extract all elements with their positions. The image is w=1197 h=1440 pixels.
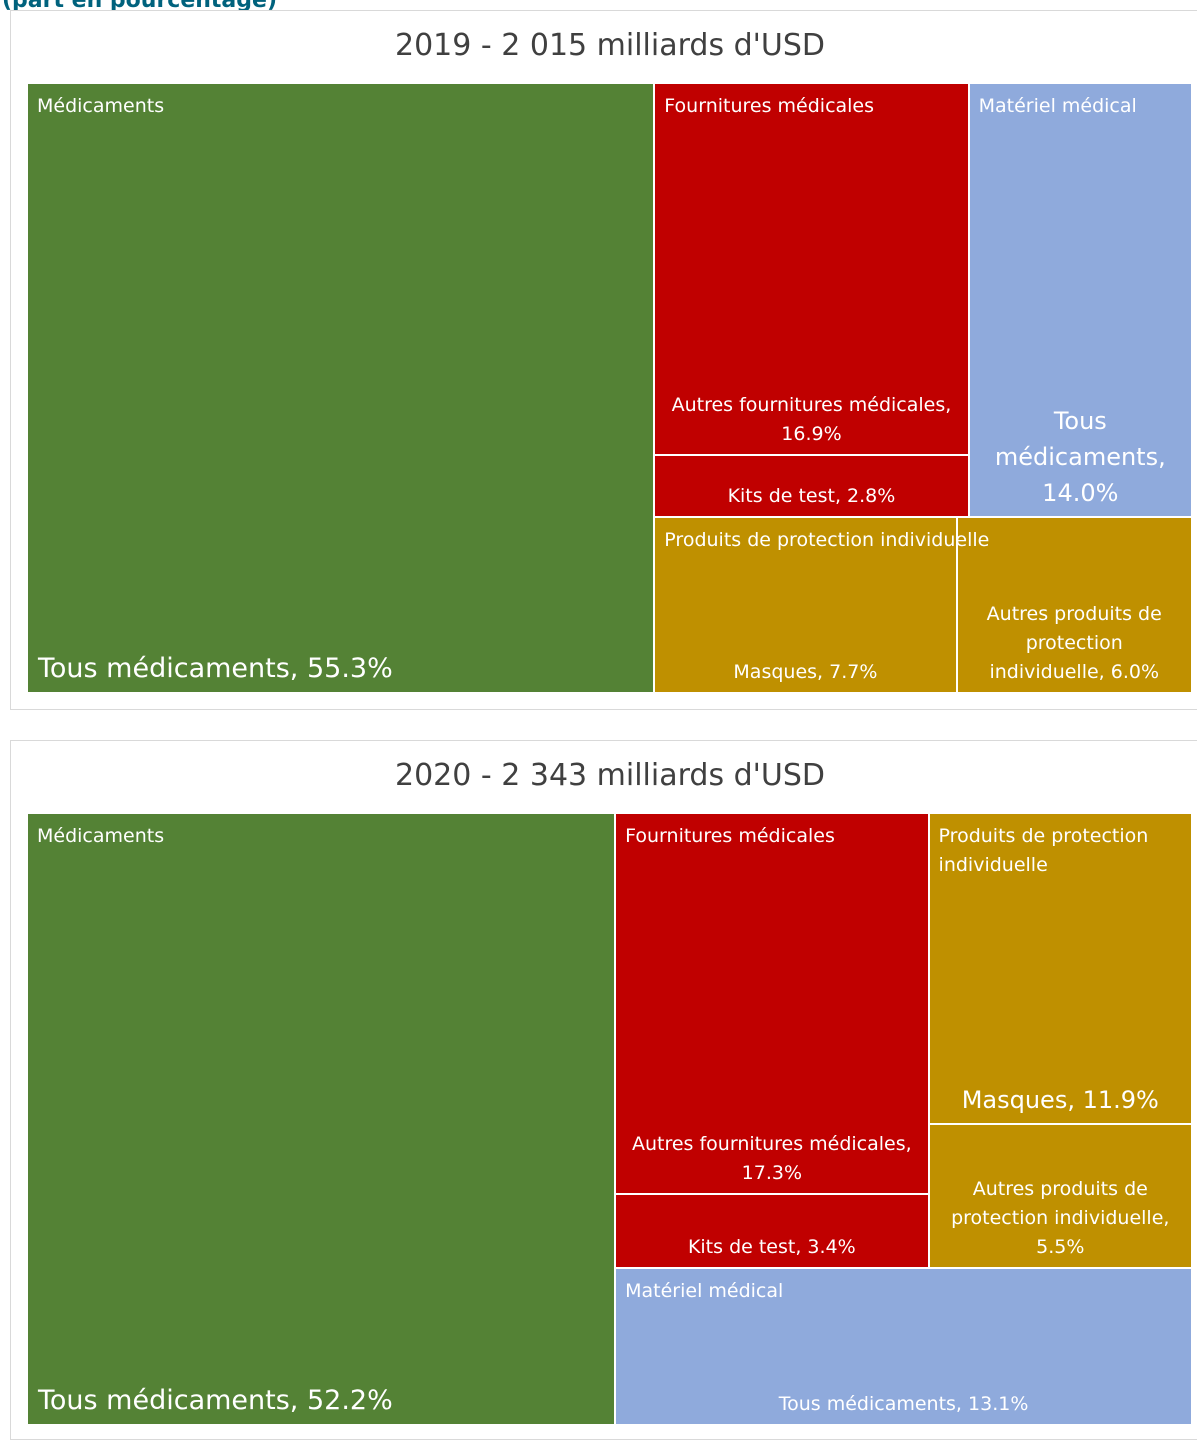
treemap-cell [928,1124,1192,1269]
cell-label: Autres produits de protection individuel… [986,603,1162,683]
treemap-cell [654,455,969,517]
group-label: Médicaments [37,95,165,117]
cell-label: Tous médicaments, 55.3% [38,653,393,684]
treemap-cell [928,813,1192,1125]
cell-label: Masques, 7.7% [733,661,878,683]
cell-label: Autres produits de protection individuel… [951,1178,1170,1259]
group-label: Produits de protection individuelle [664,528,990,551]
cell-label: Tous médicaments, 52.2% [38,1385,393,1416]
treemap-cell [956,516,1192,693]
group-label: Produits de protection individuelle [938,825,1149,876]
chart-title: 2019 - 2 015 milliards d'USD [394,28,826,63]
cell-label: Masques, 11.9% [961,1086,1159,1115]
treemap-cell [615,1193,929,1269]
treemap-cell [654,516,957,693]
treemap-cell [968,83,1192,517]
chart-title: 2020 - 2 343 milliards d'USD [394,758,826,793]
group-label: Médicaments [37,825,165,847]
treemap-cell [27,83,655,693]
subtitle: (part en pourcentage) [2,0,277,13]
cell-label: Kits de test, 3.4% [687,1236,856,1259]
treemap-cell [27,813,616,1425]
treemap-cell [615,1268,1192,1425]
cell-label: Kits de test, 2.8% [727,484,896,507]
group-label: Fournitures médicales [625,825,835,847]
treemap-cell [615,813,929,1194]
cell-label: Autres fournitures médicales, 16.9% [671,394,952,446]
group-label: Fournitures médicales [664,95,875,117]
treemap-cell [654,83,969,456]
cell-label: Tous médicaments, 14.0% [994,406,1166,507]
group-label: Matériel médical [625,1280,784,1303]
group-label: Matériel médical [978,95,1137,117]
cell-label: Autres fournitures médicales, 17.3% [631,1132,912,1184]
cell-label: Tous médicaments, 13.1% [778,1393,1029,1415]
